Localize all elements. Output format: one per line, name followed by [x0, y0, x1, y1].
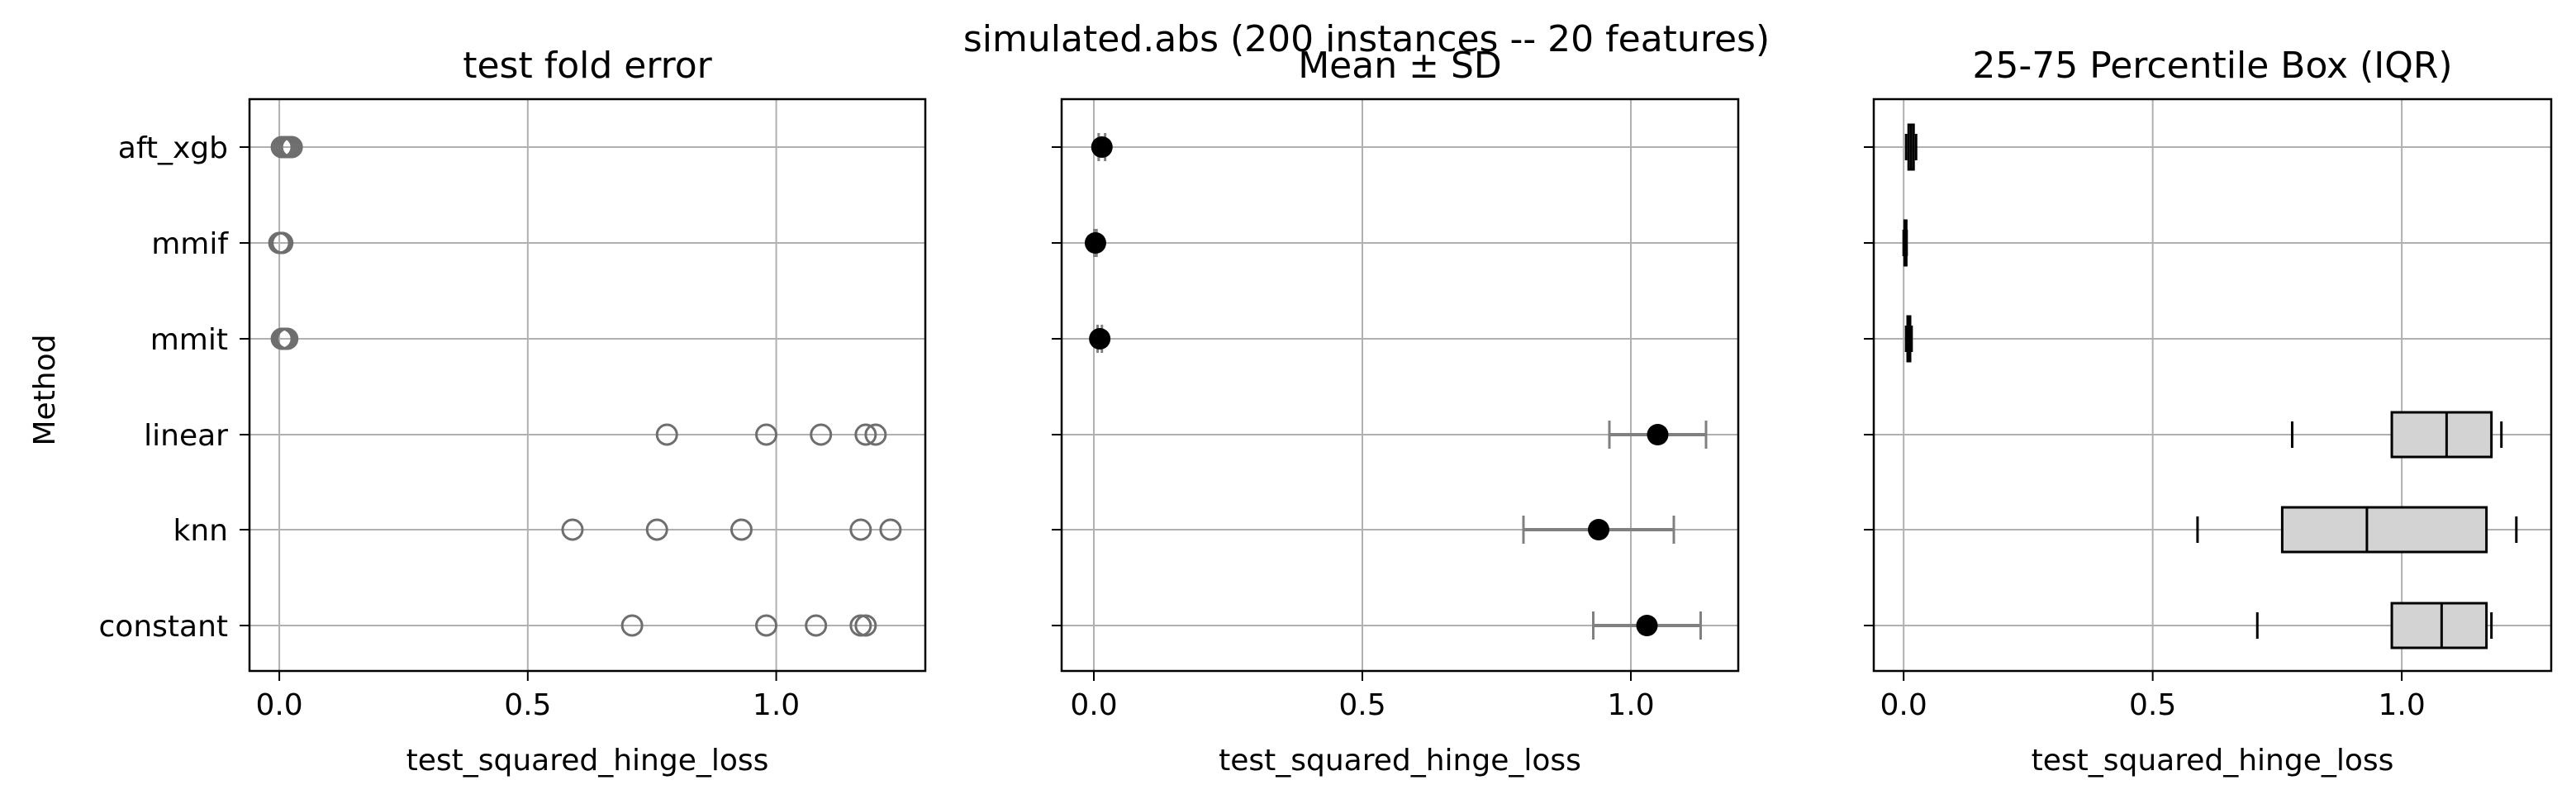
mean-point	[1084, 232, 1106, 254]
data-point	[854, 423, 877, 446]
data-point	[879, 518, 902, 541]
x-tick-label: 0.5	[2129, 688, 2176, 722]
iqr-box	[2390, 602, 2488, 649]
data-point	[864, 423, 887, 446]
iqr-box	[2390, 411, 2493, 459]
data-point	[280, 136, 303, 159]
figure-suptitle: simulated.abs (200 instances -- 20 featu…	[963, 18, 1770, 60]
y-tick-label: aft_xgb	[118, 131, 228, 165]
x-tick-label: 0.5	[504, 688, 551, 722]
data-point	[276, 327, 299, 350]
x-tick-label: 1.0	[2378, 688, 2425, 722]
mean-point	[1647, 424, 1669, 445]
x-tick-label: 0.0	[255, 688, 302, 722]
y-axis-label: Method	[28, 334, 62, 445]
panel-3: 25-75 Percentile Box (IQR) 0.0 0.5 1.0 test_…	[1864, 45, 2553, 778]
panel-2: Mean ± SD 0.0 0.5 1.0 test_squared_hinge_los…	[1052, 45, 1740, 778]
data-point	[854, 614, 877, 637]
x-axis-label: test_squared_hinge_loss	[1219, 744, 1581, 778]
data-point	[810, 423, 833, 446]
x-tick-label: 1.0	[1607, 688, 1654, 722]
panel-title: test fold error	[463, 45, 712, 87]
panel-1: test fold error 0.0 0.5 1.0 test_squared_hin…	[99, 45, 927, 778]
iqr-box	[2280, 506, 2488, 554]
panel-title: 25-75 Percentile Box (IQR)	[1972, 45, 2452, 87]
data-point	[655, 423, 678, 446]
data-point	[849, 518, 872, 541]
mean-point	[1091, 136, 1113, 158]
mean-point	[1588, 519, 1609, 540]
x-tick-label: 0.0	[1070, 688, 1117, 722]
data-point	[730, 518, 753, 541]
axes-frame	[1872, 98, 2553, 673]
data-point	[755, 614, 778, 637]
data-point	[755, 423, 778, 446]
data-point	[271, 231, 294, 255]
y-tick-label: constant	[99, 610, 229, 644]
x-tick-label: 0.0	[1880, 688, 1927, 722]
panels: test fold error 0.0 0.5 1.0 test_squared_hin…	[99, 45, 2553, 778]
data-point	[805, 614, 828, 637]
y-tick-label: mmit	[150, 323, 228, 357]
y-tick-label: mmif	[151, 227, 229, 261]
axes-frame	[248, 98, 927, 673]
x-axis-label: test_squared_hinge_loss	[2032, 744, 2394, 778]
mean-point	[1089, 328, 1111, 350]
x-tick-label: 1.0	[753, 688, 800, 722]
x-axis-label: test_squared_hinge_loss	[406, 744, 769, 778]
y-tick-label: linear	[144, 419, 228, 453]
data-point	[620, 614, 644, 637]
panel-title: Mean ± SD	[1298, 45, 1502, 87]
x-tick-label: 0.5	[1338, 688, 1385, 722]
axes-frame	[1060, 98, 1740, 673]
data-point	[561, 518, 584, 541]
y-tick-label: knn	[173, 514, 228, 548]
data-point	[645, 518, 668, 541]
mean-point	[1636, 615, 1658, 636]
